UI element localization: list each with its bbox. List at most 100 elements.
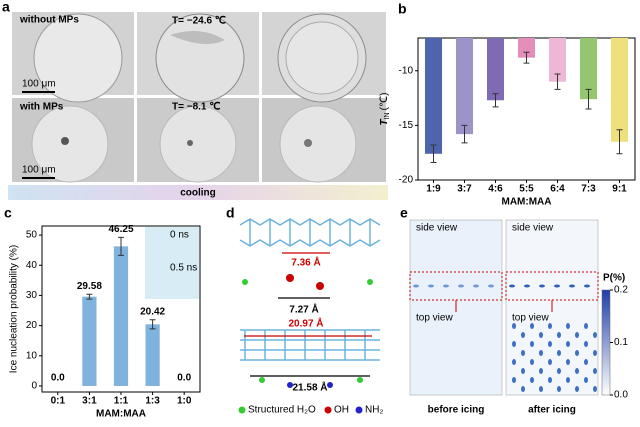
view-label: side view	[512, 223, 554, 234]
density-spot	[473, 284, 479, 288]
label: with MPs	[19, 102, 64, 113]
value-label: 20.42	[140, 306, 165, 317]
y-axis-label: Ice nucleation probability (%)	[9, 245, 20, 373]
view-label: top view	[416, 313, 453, 324]
x-tick-label: 3:1	[82, 396, 97, 407]
density-spot	[575, 368, 579, 374]
bar	[113, 246, 129, 386]
colorbar-title: P(%)	[603, 273, 625, 284]
density-spot	[521, 332, 525, 338]
y-label-unit: (℃)	[379, 93, 390, 111]
error-bar	[86, 293, 93, 300]
y-axis-label: TIN(℃)	[379, 93, 391, 126]
colorbar-label: 0.0	[614, 390, 628, 401]
density-spot	[548, 359, 552, 365]
error-bar	[523, 51, 530, 64]
colorbar-label: 0.1	[614, 337, 628, 348]
x-tick-label: 3:7	[457, 184, 472, 195]
panel-label: c	[4, 205, 12, 221]
distance-label: 21.58 Å	[292, 381, 327, 394]
density-spot	[512, 377, 516, 383]
bar	[548, 38, 567, 82]
bar	[579, 38, 598, 100]
value-label: 46.25	[108, 224, 133, 235]
panel-label: b	[398, 1, 407, 17]
density-spot	[539, 284, 545, 288]
density-spot	[557, 368, 561, 374]
legend-label: Structured H₂O	[248, 405, 316, 416]
density-spot	[566, 341, 570, 347]
label: T= −8.1 ℃	[172, 102, 220, 113]
panel-label: a	[2, 0, 10, 15]
density-spot	[539, 350, 543, 356]
density-spot	[539, 332, 543, 338]
colorbar-label: 0.2	[614, 285, 628, 296]
error-bar	[616, 129, 623, 155]
y-tick-label: -10	[399, 65, 414, 76]
density-spot	[428, 284, 434, 288]
density-spot	[566, 359, 570, 365]
density-spot	[539, 386, 543, 392]
density-spot	[584, 341, 588, 347]
bar	[82, 296, 97, 386]
x-tick-label: 1:1	[114, 396, 129, 407]
density-spot	[548, 323, 552, 329]
density-spot	[413, 284, 419, 288]
density-spot	[530, 377, 534, 383]
bar	[517, 38, 536, 58]
view-label: side view	[416, 223, 458, 234]
density-spot	[488, 284, 494, 288]
x-tick-label: 1:9	[426, 184, 441, 195]
density-spot	[593, 386, 597, 392]
y-tick-label: 40	[26, 260, 38, 271]
density-spot	[566, 323, 570, 329]
inset-label: 0 ns	[170, 230, 189, 241]
x-axis-label: MAM:MAA	[502, 197, 552, 208]
error-bar	[492, 93, 499, 108]
inset	[145, 227, 199, 299]
y-tick-label: 0	[31, 381, 37, 392]
density-spot	[566, 377, 570, 383]
x-tick-label: 4:6	[488, 184, 503, 195]
density-spot	[443, 284, 449, 288]
density-spot	[530, 359, 534, 365]
error-bar	[118, 236, 124, 256]
error-bar	[430, 144, 437, 164]
bar	[145, 324, 160, 386]
density-spot	[512, 323, 516, 329]
inset-label: 0.5 ns	[170, 263, 197, 274]
value-label: 29.58	[77, 281, 102, 292]
density-spot	[521, 350, 525, 356]
density-spot	[584, 359, 588, 365]
density-spot	[512, 359, 516, 365]
density-spot	[584, 377, 588, 383]
panel-label: d	[226, 205, 235, 221]
x-tick-label: 7:3	[581, 184, 596, 195]
bar	[424, 38, 443, 154]
density-spot	[575, 350, 579, 356]
density-spot	[584, 323, 588, 329]
bar	[610, 38, 629, 142]
density-spot	[509, 284, 515, 288]
bar	[455, 38, 474, 135]
legend-label: OH	[334, 405, 349, 416]
density-spot	[539, 368, 543, 374]
y-tick-label: 30	[26, 290, 38, 301]
density-maps	[409, 219, 611, 396]
density-spot	[575, 386, 579, 392]
density-spot	[530, 341, 534, 347]
error-bar	[585, 88, 592, 110]
y-tick-label: 50	[26, 230, 38, 241]
x-tick-label: 5:5	[519, 184, 534, 195]
panel-label: e	[400, 205, 408, 221]
density-spot	[557, 350, 561, 356]
legend-label: NH₂	[365, 405, 383, 416]
y-label-sub: IN	[384, 112, 391, 119]
distance-label: 7.36 Å	[291, 256, 320, 269]
arrows	[238, 252, 373, 414]
molecular-structure	[239, 218, 381, 361]
x-tick-label: 6:4	[550, 184, 565, 195]
density-spot	[521, 386, 525, 392]
density-spot	[458, 284, 464, 288]
density-spot	[548, 377, 552, 383]
